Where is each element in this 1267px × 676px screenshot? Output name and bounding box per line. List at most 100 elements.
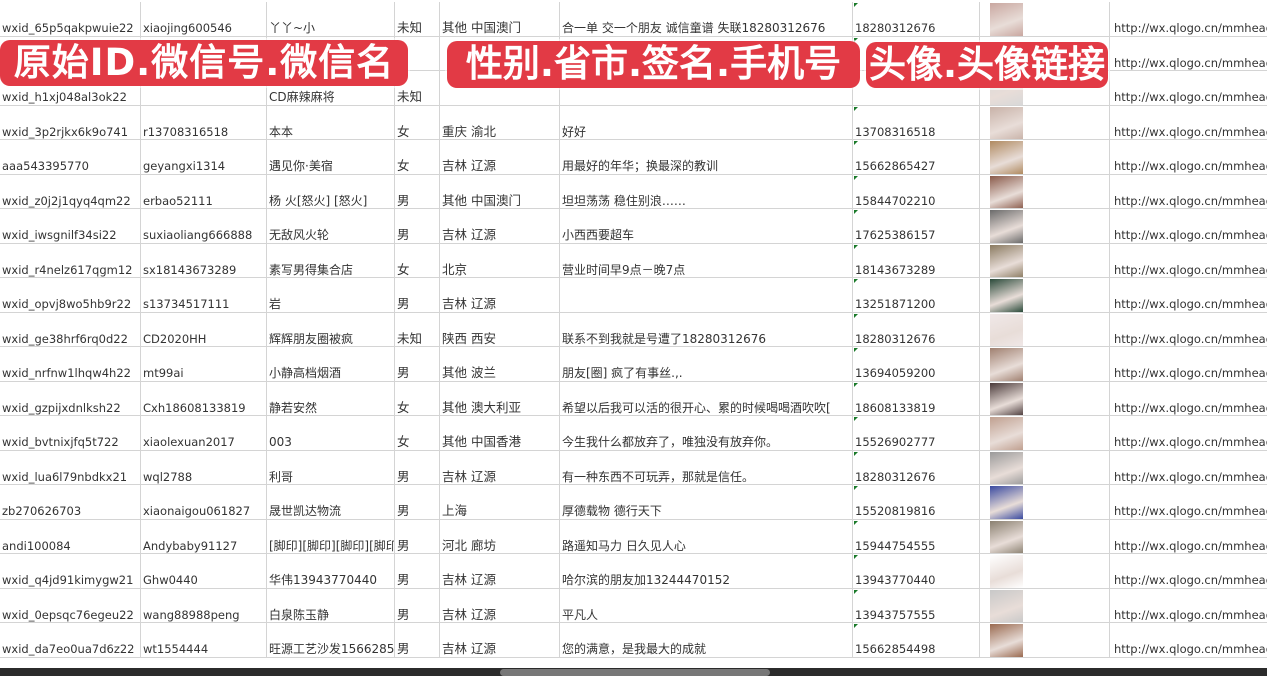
phone-cell[interactable]: 18280312676 xyxy=(853,2,980,36)
wechat-name-cell[interactable]: 本本 xyxy=(267,105,395,139)
original-id-cell[interactable]: wxid_da7eo0ua7d6z22 xyxy=(0,623,141,657)
avatar-link-cell[interactable]: http://wx.qlogo.cn/mmhead xyxy=(1114,435,1267,449)
avatar-link-cell[interactable]: http://wx.qlogo.cn/mmhead xyxy=(1114,504,1267,518)
gender-cell[interactable]: 男 xyxy=(395,554,440,588)
signature-cell[interactable]: 有一种东西不可玩弄，那就是信任。 xyxy=(560,450,853,484)
original-id-cell[interactable]: wxid_opvj8wo5hb9r22 xyxy=(0,278,141,312)
wechat-id-cell[interactable]: wt1554444 xyxy=(141,623,267,657)
region-cell[interactable]: 吉林 辽源 xyxy=(440,623,560,657)
signature-cell[interactable]: 联系不到我就是号遭了18280312676 xyxy=(560,312,853,346)
avatar-link-cell[interactable]: http://wx.qlogo.cn/mmhead xyxy=(1114,21,1267,35)
phone-cell[interactable]: 18143673289 xyxy=(853,243,980,277)
wechat-name-cell[interactable]: 旺源工艺沙发15662854 xyxy=(267,623,395,657)
region-cell[interactable]: 重庆 渝北 xyxy=(440,105,560,139)
original-id-cell[interactable]: wxid_65p5qakpwuie22 xyxy=(0,2,141,36)
gender-cell[interactable]: 女 xyxy=(395,243,440,277)
avatar-cell[interactable] xyxy=(980,519,1110,553)
signature-cell[interactable]: 今生我什么都放弃了，唯独没有放弃你。 xyxy=(560,416,853,450)
gender-cell[interactable]: 男 xyxy=(395,623,440,657)
gender-cell[interactable]: 男 xyxy=(395,209,440,243)
wechat-id-cell[interactable]: xiaolexuan2017 xyxy=(141,416,267,450)
gender-cell[interactable]: 男 xyxy=(395,174,440,208)
wechat-name-cell[interactable]: 无敌风火轮 xyxy=(267,209,395,243)
region-cell[interactable]: 吉林 辽源 xyxy=(440,278,560,312)
gender-cell[interactable]: 男 xyxy=(395,519,440,553)
wechat-name-cell[interactable]: 岩 xyxy=(267,278,395,312)
wechat-name-cell[interactable]: 小静高档烟酒 xyxy=(267,347,395,381)
wechat-id-cell[interactable] xyxy=(141,71,267,105)
original-id-cell[interactable]: wxid_nrfnw1lhqw4h22 xyxy=(0,347,141,381)
avatar-cell[interactable] xyxy=(980,140,1110,174)
gender-cell[interactable]: 女 xyxy=(395,381,440,415)
gender-cell[interactable]: 女 xyxy=(395,105,440,139)
original-id-cell[interactable]: wxid_iwsgnilf34si22 xyxy=(0,209,141,243)
wechat-name-cell[interactable]: 晟世凯达物流 xyxy=(267,485,395,519)
avatar-cell[interactable] xyxy=(980,243,1110,277)
avatar-link-cell[interactable]: http://wx.qlogo.cn/mmhead xyxy=(1114,331,1267,346)
wechat-id-cell[interactable]: r13708316518 xyxy=(141,105,267,139)
signature-cell[interactable]: 小西西要超车 xyxy=(560,209,853,243)
phone-cell[interactable]: 13943757555 xyxy=(853,588,980,622)
signature-cell[interactable]: 您的满意，是我最大的成就 xyxy=(560,623,853,657)
horizontal-scrollbar[interactable] xyxy=(500,669,770,676)
phone-cell[interactable]: 15662865427 xyxy=(853,140,980,174)
region-cell[interactable]: 吉林 辽源 xyxy=(440,209,560,243)
avatar-link-cell[interactable]: http://wx.qlogo.cn/mmhead xyxy=(1114,642,1267,656)
region-cell[interactable]: 其他 中国澳门 xyxy=(440,2,560,36)
wechat-id-cell[interactable]: xiaonaigou061827 xyxy=(141,485,267,519)
wechat-id-cell[interactable]: Ghw0440 xyxy=(141,554,267,588)
wechat-id-cell[interactable]: geyangxi1314 xyxy=(141,140,267,174)
wechat-name-cell[interactable]: [脚印][脚印][脚印][脚印] xyxy=(267,519,395,553)
avatar-link-cell[interactable]: http://wx.qlogo.cn/mmhead xyxy=(1114,366,1267,380)
signature-cell[interactable]: 坦坦荡荡 稳住别浪…… xyxy=(560,174,853,208)
signature-cell[interactable]: 路遥知马力 日久见人心 xyxy=(560,519,853,553)
avatar-link-cell[interactable]: http://wx.qlogo.cn/mmhead xyxy=(1114,193,1267,208)
gender-cell[interactable]: 女 xyxy=(395,140,440,174)
avatar-cell[interactable] xyxy=(980,416,1110,450)
original-id-cell[interactable]: wxid_r4nelz617qgm12 xyxy=(0,243,141,277)
wechat-id-cell[interactable]: xiaojing600546 xyxy=(141,2,267,36)
avatar-cell[interactable] xyxy=(980,209,1110,243)
original-id-cell[interactable]: zb270626703 xyxy=(0,485,141,519)
signature-cell[interactable]: 朋友[圈] 疯了有事丝.,. xyxy=(560,347,853,381)
signature-cell[interactable]: 厚德载物 德行天下 xyxy=(560,485,853,519)
wechat-name-cell[interactable]: 华伟13943770440 xyxy=(267,554,395,588)
wechat-name-cell[interactable]: CD麻辣麻将 xyxy=(267,71,395,105)
gender-cell[interactable]: 未知 xyxy=(395,71,440,105)
gender-cell[interactable]: 男 xyxy=(395,588,440,622)
gender-cell[interactable]: 未知 xyxy=(395,2,440,36)
gender-cell[interactable]: 男 xyxy=(395,278,440,312)
avatar-cell[interactable] xyxy=(980,588,1110,622)
original-id-cell[interactable]: wxid_0epsqc76egeu22 xyxy=(0,588,141,622)
wechat-id-cell[interactable]: wql2788 xyxy=(141,450,267,484)
region-cell[interactable]: 吉林 辽源 xyxy=(440,588,560,622)
region-cell[interactable]: 上海 xyxy=(440,485,560,519)
wechat-id-cell[interactable]: Andybaby91127 xyxy=(141,519,267,553)
avatar-link-cell[interactable]: http://wx.qlogo.cn/mmhead xyxy=(1114,538,1267,553)
original-id-cell[interactable]: wxid_ge38hrf6rq0d22 xyxy=(0,312,141,346)
region-cell[interactable]: 其他 中国香港 xyxy=(440,416,560,450)
avatar-cell[interactable] xyxy=(980,347,1110,381)
original-id-cell[interactable]: wxid_z0j2j1qyq4qm22 xyxy=(0,174,141,208)
gender-cell[interactable]: 男 xyxy=(395,347,440,381)
avatar-link-cell[interactable]: http://wx.qlogo.cn/mmhead xyxy=(1114,607,1267,622)
avatar-cell[interactable] xyxy=(980,174,1110,208)
phone-cell[interactable]: 17625386157 xyxy=(853,209,980,243)
avatar-cell[interactable] xyxy=(980,623,1110,657)
wechat-id-cell[interactable]: sx18143673289 xyxy=(141,243,267,277)
wechat-name-cell[interactable]: 利哥 xyxy=(267,450,395,484)
region-cell[interactable]: 河北 廊坊 xyxy=(440,519,560,553)
signature-cell[interactable]: 哈尔滨的朋友加13244470152 xyxy=(560,554,853,588)
signature-cell[interactable]: 合一单 交一个朋友 诚信童谱 失联18280312676 xyxy=(560,2,853,36)
original-id-cell[interactable]: wxid_h1xj048al3ok22 xyxy=(0,71,141,105)
signature-cell[interactable]: 好好 xyxy=(560,105,853,139)
avatar-cell[interactable] xyxy=(980,278,1110,312)
wechat-name-cell[interactable]: 素写男得集合店 xyxy=(267,243,395,277)
avatar-link-cell[interactable]: http://wx.qlogo.cn/mmhead xyxy=(1114,55,1267,70)
region-cell[interactable]: 吉林 辽源 xyxy=(440,554,560,588)
avatar-link-cell[interactable]: http://wx.qlogo.cn/mmhead xyxy=(1114,228,1267,242)
phone-cell[interactable]: 13943770440 xyxy=(853,554,980,588)
wechat-id-cell[interactable]: wang88988peng xyxy=(141,588,267,622)
phone-cell[interactable]: 15526902777 xyxy=(853,416,980,450)
avatar-link-cell[interactable]: http://wx.qlogo.cn/mmhead xyxy=(1114,573,1267,587)
